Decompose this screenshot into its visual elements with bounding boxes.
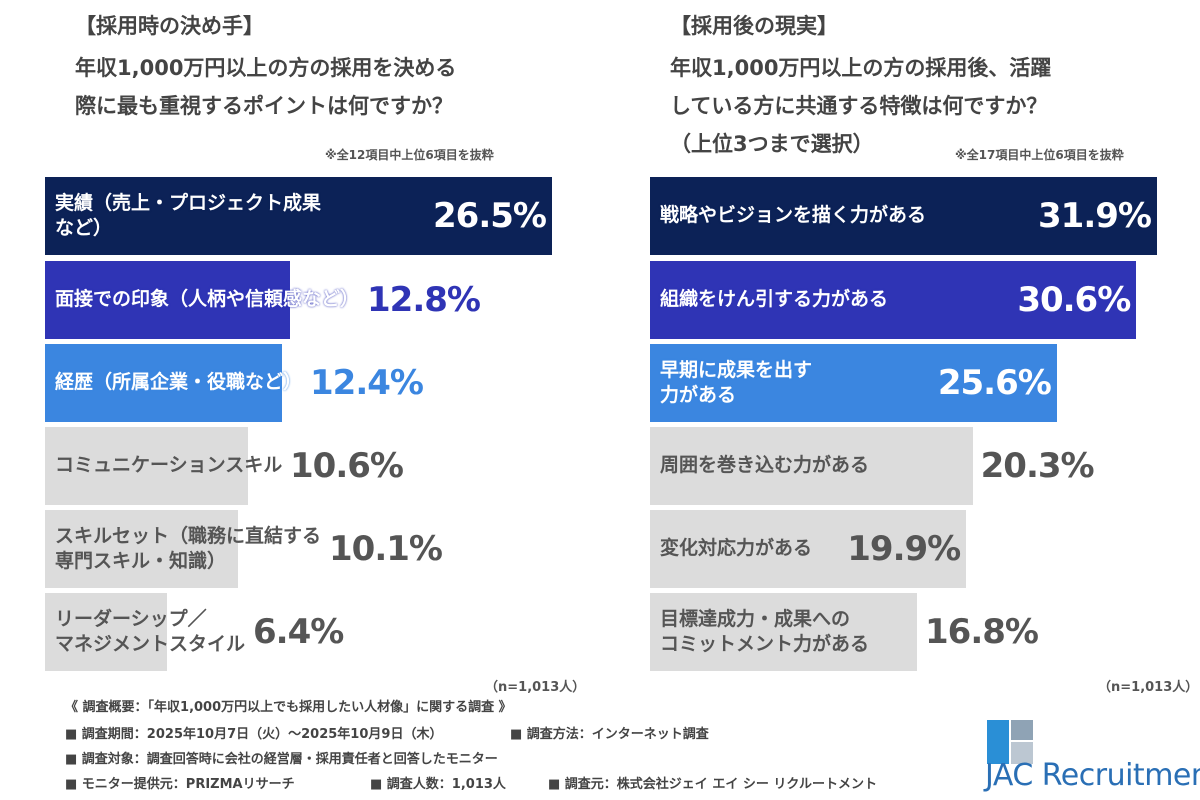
category-label: スキルセット（職務に直結する 専門スキル・知識） (55, 524, 322, 573)
bar (650, 344, 1057, 422)
bar (45, 510, 239, 588)
chart-title: 年収1,000万円以上の方の採用後、活躍 (670, 56, 1052, 80)
category-label: 目標達成力・成果への コミットメント力がある (660, 607, 870, 656)
chart-note: ※全17項目中上位6項目を抜粋 (955, 148, 1124, 162)
category-label: 面接での印象（人柄や信頼感など） (55, 288, 360, 310)
category-label: 早期に成果を出す 力がある (660, 358, 813, 407)
chart-heading: 【採用後の現実】 (670, 14, 838, 38)
category-label: 経歴（所属企業・役職など） (55, 371, 303, 393)
footer-item: ■ 調査対象：調査回答時に会社の経営層・採用責任者と回答したモニター (65, 752, 498, 767)
logo-text: JAC Recruitment (985, 758, 1200, 793)
bar (45, 427, 248, 505)
category-label: コミュニケーションスキル (55, 454, 283, 476)
category-label: 周囲を巻き込む力がある (660, 454, 870, 476)
chart-heading: 【採用時の決め手】 (75, 14, 264, 38)
bar (45, 593, 168, 671)
chart-title: 年収1,000万円以上の方の採用を決める (75, 56, 457, 80)
value-label: 12.8% (367, 280, 481, 320)
bar (45, 344, 283, 422)
category-label: 組織をけん引する力がある (660, 288, 889, 310)
chart-title: 際に最も重視するポイントは何ですか？ (75, 94, 453, 118)
sample-size: （n=1,013人） (485, 680, 586, 695)
bar (650, 427, 973, 505)
footer-item: ■ 調査元：株式会社ジェイ エイ シー リクルートメント (548, 777, 877, 792)
bar (45, 177, 552, 255)
category-label: 戦略やビジョンを描く力がある (660, 204, 927, 226)
value-label: 19.9% (847, 529, 961, 569)
bar (650, 510, 967, 588)
value-label: 10.6% (290, 446, 404, 486)
value-label: 6.4% (253, 612, 344, 652)
chart-title: （上位3つまで選択） (670, 132, 874, 156)
value-label: 16.8% (925, 612, 1039, 652)
bar (650, 177, 1157, 255)
category-label: リーダーシップ／ マネジメントスタイル (55, 607, 246, 656)
bar (650, 261, 1137, 339)
value-label: 12.4% (310, 363, 424, 403)
category-label: 実績（売上・プロジェクト成果 など） (55, 191, 322, 240)
value-label: 20.3% (980, 446, 1095, 486)
logo-icon (987, 720, 1033, 764)
value-label: 10.1% (329, 529, 443, 569)
bar (650, 593, 917, 671)
chart-note: ※全12項目中上位6項目を抜粋 (325, 148, 494, 162)
footer-item: ■ モニター提供元：PRIZMAリサーチ (65, 777, 295, 792)
bar (45, 261, 290, 339)
footer-item: ■ 調査人数：1,013人 (370, 777, 506, 792)
footer-item: ■ 調査方法：インターネット調査 (510, 727, 709, 742)
value-label: 31.9% (1038, 196, 1152, 236)
footer-item: ■ 調査期間：2025年10月7日（火）〜2025年10月9日（木） (65, 727, 443, 742)
category-label: 変化対応力がある (660, 537, 813, 559)
chart-title: している方に共通する特徴は何ですか？ (670, 94, 1048, 118)
footer-title: 《 調査概要：「年収1,000万円以上でも採用したい人材像」に関する調査 》 (65, 700, 512, 715)
value-label: 26.5% (433, 196, 547, 236)
sample-size: （n=1,013人） (1098, 680, 1199, 695)
value-label: 25.6% (937, 363, 1052, 403)
value-label: 30.6% (1017, 280, 1131, 320)
